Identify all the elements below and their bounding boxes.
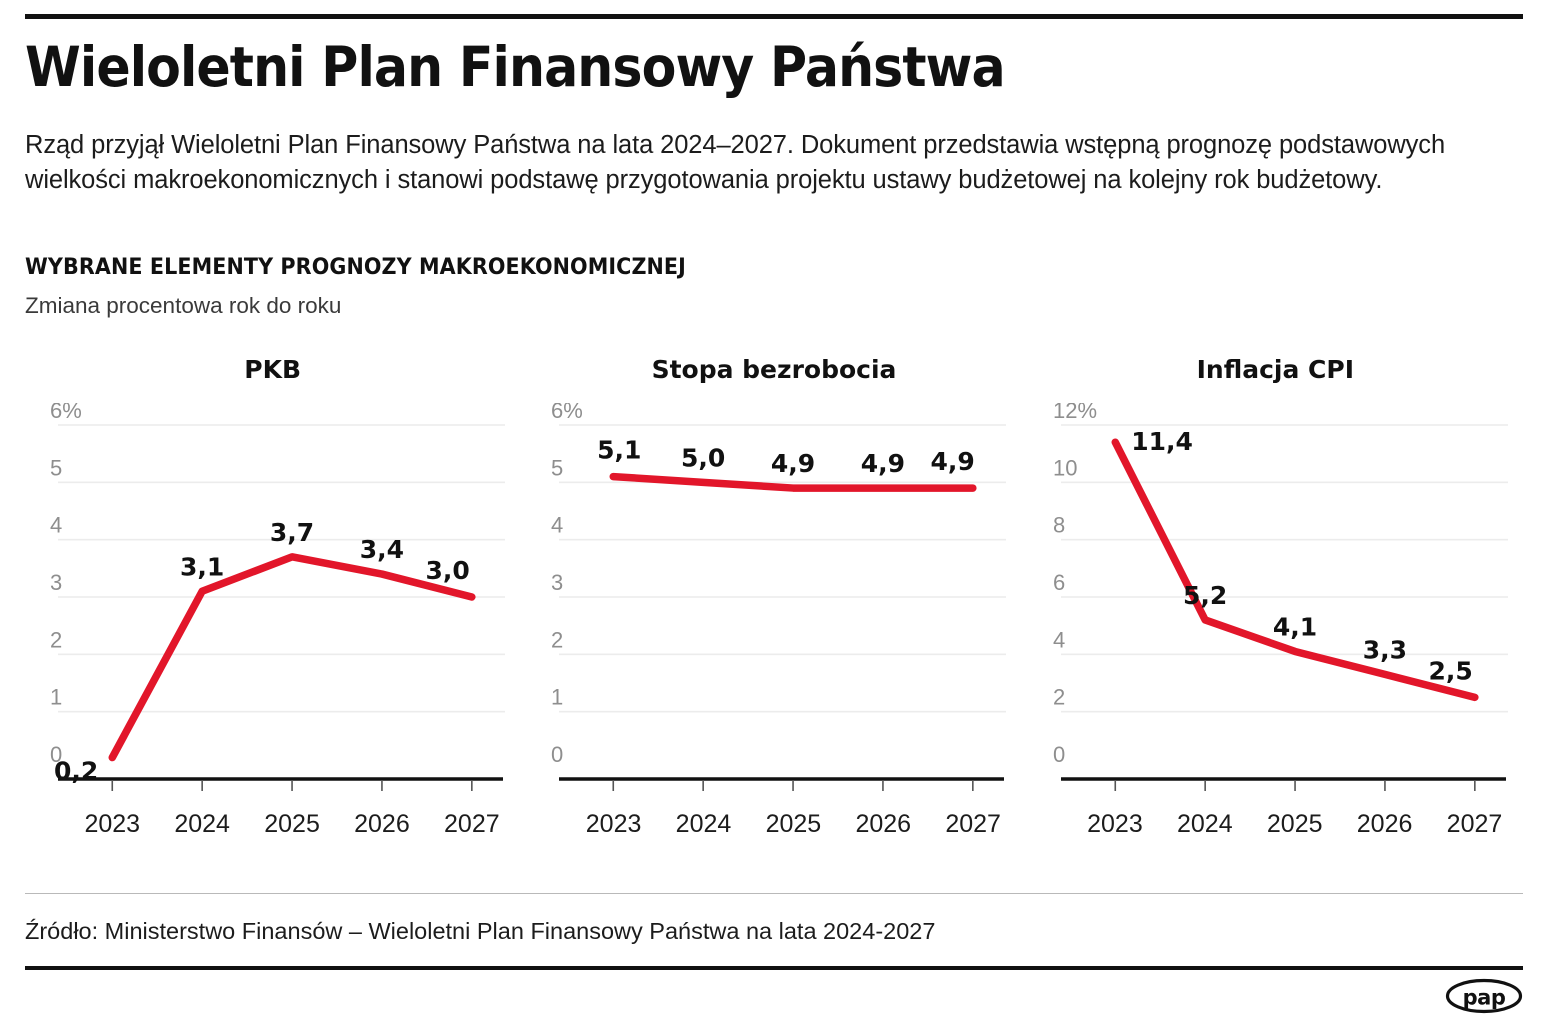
x-tick-label: 2025 [1266,810,1323,838]
series-line [609,472,977,492]
y-tick-label: 12% [1053,403,1097,423]
y-tick-label: 6% [551,403,583,423]
x-tick-label: 2027 [945,810,1001,838]
data-point-label: 5,0 [681,443,725,472]
y-tick-label: 4 [50,513,62,538]
section-heading: WYBRANE ELEMENTY PROGNOZY MAKROEKONOMICZ… [25,255,686,280]
data-point-label: 0,2 [54,757,98,786]
y-tick-label: 6% [50,403,82,423]
chart-title: Stopa bezrobocia [651,355,897,384]
data-point-label: 5,2 [1183,581,1227,610]
data-point-label: 4,9 [861,449,905,478]
source-note: Źródło: Ministerstwo Finansów – Wielolet… [25,918,936,944]
chart-plot: 0 1 2 3 4 5 6% 5,1 5,0 4,9 4,9 4,9 [551,403,1007,795]
x-tick-label: 2026 [855,810,912,838]
y-tick-label: 5 [551,455,563,480]
y-tick-label: 2 [551,627,563,652]
x-tick-label: 2024 [174,810,230,838]
data-point-label: 4,1 [1273,612,1317,641]
chart-title: PKB [244,355,302,384]
pap-logo: pap [1445,978,1523,1014]
y-tick-label: 6 [1053,570,1065,595]
data-point-label: 3,4 [360,535,404,564]
x-axis-labels: 2023 2024 2025 2026 2027 [551,810,1006,850]
y-tick-label: 3 [551,570,563,595]
x-tick-label: 2025 [765,810,822,838]
chart-panel-3: Inflacja CPI 0 2 4 6 8 10 12% 11,4 5,2 4,1 3,3 2,5 20… [1025,355,1526,875]
data-point-label: 4,9 [771,449,815,478]
data-point-label: 3,1 [180,552,224,581]
y-tick-label: 0 [551,742,563,767]
y-tick-label: 1 [50,685,62,710]
y-tick-label: 1 [551,685,563,710]
x-tick-label: 2027 [444,810,500,838]
chart-title: Inflacja CPI [1196,355,1355,384]
chart-plot: 0 2 4 6 8 10 12% 11,4 5,2 4,1 3,3 2,5 [1053,403,1508,795]
x-tick-label: 2023 [84,810,141,838]
x-tick-label: 2027 [1446,810,1503,838]
x-tick-label: 2024 [1177,810,1233,838]
x-tick-label: 2026 [354,810,410,838]
x-tick-label: 2024 [675,810,732,838]
data-point-label: 3,7 [270,518,314,547]
x-tick-label: 2025 [264,810,320,838]
y-tick-label: 2 [50,627,62,652]
bottom-divider [25,966,1523,970]
y-tick-label: 8 [1053,513,1065,538]
y-tick-label: 2 [1053,685,1065,710]
data-point-label: 3,3 [1362,635,1406,664]
charts-row: PKB 0 1 2 3 4 5 6% 0,2 3,1 3,7 3,4 3,0 2023 2024 2025 20… [22,355,1526,875]
y-tick-label: 3 [50,570,62,595]
chart-panel-2: Stopa bezrobocia 0 1 2 3 4 5 6% 5,1 5,0 4,9 4,9 4,9 2… [523,355,1024,875]
chart-plot: 0 1 2 3 4 5 6% 0,2 3,1 3,7 3,4 3,0 [50,403,505,795]
data-point-label: 2,5 [1428,656,1472,685]
y-tick-label: 4 [551,513,563,538]
y-tick-label: 0 [1053,742,1065,767]
data-point-label: 11,4 [1131,427,1193,456]
x-tick-label: 2023 [585,810,642,838]
y-tick-label: 10 [1053,455,1077,480]
x-axis-labels: 2023 2024 2025 2026 2027 [50,810,505,850]
y-tick-label: 4 [1053,627,1065,652]
x-tick-label: 2026 [1356,810,1413,838]
top-divider [25,14,1523,19]
x-tick-label: 2023 [1087,810,1143,838]
svg-text:pap: pap [1463,986,1506,1010]
y-tick-label: 0 [50,742,62,767]
x-axis-labels: 2023 2024 2025 2026 2027 [1053,810,1508,850]
data-point-label: 3,0 [426,556,470,585]
series-line [1111,438,1479,702]
page-title: Wieloletni Plan Finansowy Państwa [25,35,1006,99]
section-subheading: Zmiana procentowa rok do roku [25,293,342,318]
footer-divider [25,893,1523,894]
y-tick-label: 5 [50,455,62,480]
intro-paragraph: Rząd przyjął Wieloletni Plan Finansowy P… [25,131,1446,194]
chart-panel-1: PKB 0 1 2 3 4 5 6% 0,2 3,1 3,7 3,4 3,0 2023 2024 2025 20… [22,355,523,875]
data-point-label: 4,9 [931,447,975,476]
data-point-label: 5,1 [597,436,641,465]
series-line [108,553,476,762]
